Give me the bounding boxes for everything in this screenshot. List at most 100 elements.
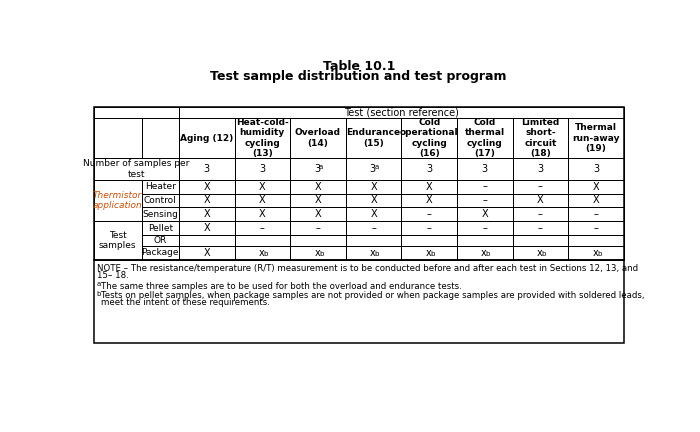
- Bar: [234, 180, 290, 194]
- Bar: [457, 158, 512, 180]
- Bar: [290, 207, 346, 221]
- Text: x: x: [537, 248, 542, 258]
- Text: Heater: Heater: [145, 182, 176, 191]
- Bar: [290, 118, 346, 158]
- Bar: [290, 180, 346, 194]
- Bar: [141, 194, 179, 207]
- Text: X: X: [259, 210, 266, 219]
- Text: Tests on pellet samples, when package samples are not provided or when package s: Tests on pellet samples, when package sa…: [102, 291, 645, 300]
- Text: 3: 3: [259, 164, 265, 174]
- Bar: [141, 235, 179, 246]
- Bar: [457, 194, 512, 207]
- Text: X: X: [370, 181, 377, 191]
- Text: b: b: [430, 251, 435, 257]
- Bar: [512, 118, 568, 158]
- Bar: [94, 158, 179, 180]
- Bar: [94, 260, 624, 343]
- Text: x: x: [259, 248, 265, 258]
- Text: 3: 3: [593, 164, 599, 174]
- Bar: [141, 246, 179, 260]
- Text: Test (section reference): Test (section reference): [344, 108, 458, 118]
- Text: X: X: [315, 195, 321, 206]
- Text: Control: Control: [144, 196, 176, 205]
- Bar: [401, 246, 457, 260]
- Bar: [179, 180, 235, 194]
- Text: X: X: [315, 181, 321, 191]
- Text: –: –: [482, 223, 487, 233]
- Text: Pellet: Pellet: [148, 224, 173, 233]
- Bar: [401, 180, 457, 194]
- Bar: [512, 180, 568, 194]
- Bar: [346, 180, 401, 194]
- Text: Test
samples: Test samples: [99, 231, 136, 250]
- Text: Aging (12): Aging (12): [180, 133, 233, 143]
- Text: X: X: [315, 210, 321, 219]
- Text: –: –: [316, 223, 321, 233]
- Bar: [457, 235, 512, 246]
- Bar: [568, 207, 624, 221]
- Bar: [290, 194, 346, 207]
- Text: –: –: [260, 223, 265, 233]
- Bar: [568, 246, 624, 260]
- Bar: [94, 107, 179, 118]
- Text: Overload
(14): Overload (14): [295, 128, 341, 148]
- Text: Heat-cold-
humidity
cycling
(13): Heat-cold- humidity cycling (13): [236, 118, 288, 158]
- Bar: [457, 118, 512, 158]
- Bar: [401, 207, 457, 221]
- Text: X: X: [426, 195, 433, 206]
- Bar: [290, 158, 346, 180]
- Text: X: X: [259, 181, 266, 191]
- Bar: [512, 235, 568, 246]
- Bar: [290, 235, 346, 246]
- Bar: [179, 107, 624, 118]
- Bar: [568, 194, 624, 207]
- Bar: [94, 180, 141, 221]
- Text: Thermal
run-away
(19): Thermal run-away (19): [572, 123, 620, 153]
- Text: Test sample distribution and test program: Test sample distribution and test progra…: [211, 70, 507, 83]
- Text: –: –: [594, 210, 598, 219]
- Bar: [512, 194, 568, 207]
- Bar: [512, 246, 568, 260]
- Text: b: b: [319, 251, 323, 257]
- Text: 3: 3: [314, 164, 321, 174]
- Text: The same three samples are to be used for both the overload and endurance tests.: The same three samples are to be used fo…: [102, 282, 462, 291]
- Bar: [234, 207, 290, 221]
- Text: X: X: [259, 195, 266, 206]
- Bar: [94, 107, 624, 260]
- Bar: [234, 118, 290, 158]
- Bar: [346, 221, 401, 235]
- Bar: [401, 118, 457, 158]
- Bar: [346, 194, 401, 207]
- Bar: [179, 246, 235, 260]
- Text: –: –: [371, 223, 376, 233]
- Text: X: X: [370, 210, 377, 219]
- Bar: [141, 180, 179, 194]
- Bar: [179, 194, 235, 207]
- Bar: [234, 246, 290, 260]
- Text: Table 10.1: Table 10.1: [323, 60, 395, 73]
- Bar: [568, 118, 624, 158]
- Bar: [568, 180, 624, 194]
- Text: Number of samples per
test: Number of samples per test: [83, 159, 190, 178]
- Bar: [179, 118, 235, 158]
- Text: b: b: [541, 251, 546, 257]
- Bar: [512, 221, 568, 235]
- Text: –: –: [538, 223, 543, 233]
- Text: Endurance
(15): Endurance (15): [346, 128, 400, 148]
- Text: x: x: [481, 248, 487, 258]
- Bar: [346, 207, 401, 221]
- Text: X: X: [204, 181, 210, 191]
- Bar: [457, 246, 512, 260]
- Bar: [346, 158, 401, 180]
- Text: –: –: [538, 210, 543, 219]
- Text: –: –: [594, 223, 598, 233]
- Bar: [234, 221, 290, 235]
- Text: 3: 3: [426, 164, 432, 174]
- Text: X: X: [593, 195, 599, 206]
- Bar: [179, 207, 235, 221]
- Text: b: b: [486, 251, 490, 257]
- Text: –: –: [538, 181, 543, 191]
- Text: 3: 3: [482, 164, 488, 174]
- Text: X: X: [204, 223, 210, 233]
- Bar: [457, 207, 512, 221]
